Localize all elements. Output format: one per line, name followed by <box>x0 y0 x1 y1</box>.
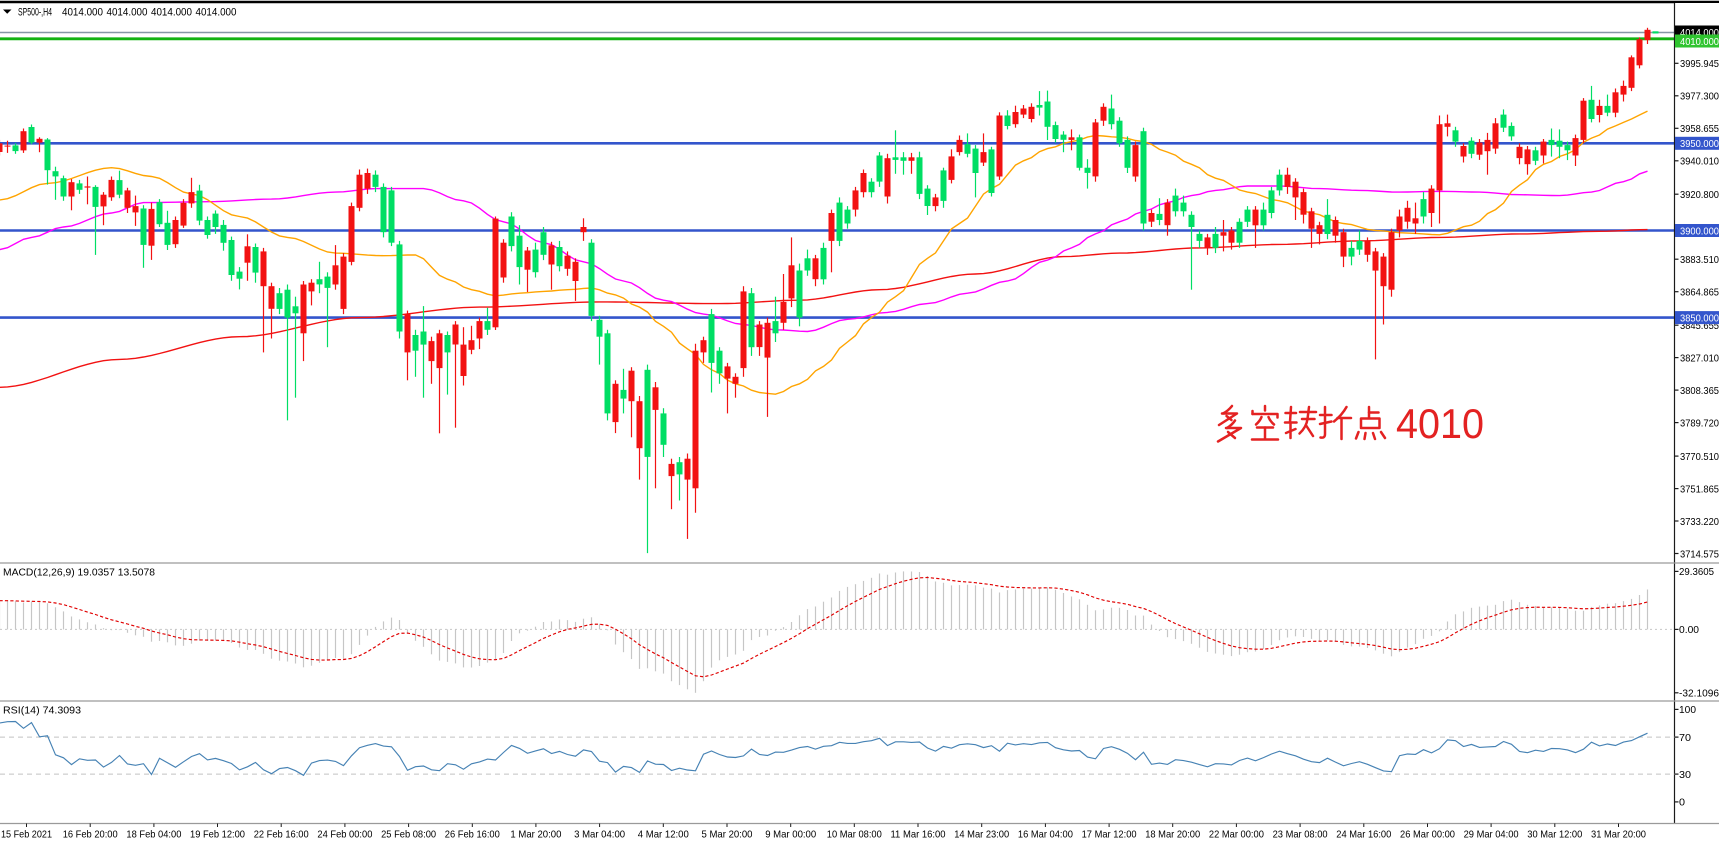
svg-text:3995.945: 3995.945 <box>1680 58 1719 70</box>
svg-text:30: 30 <box>1679 769 1691 781</box>
svg-text:22 Feb 16:00: 22 Feb 16:00 <box>254 829 309 841</box>
svg-text:100: 100 <box>1679 704 1696 716</box>
svg-text:0.00: 0.00 <box>1679 624 1699 636</box>
svg-text:3770.510: 3770.510 <box>1680 451 1719 463</box>
svg-text:3900.000: 3900.000 <box>1680 225 1719 237</box>
svg-text:31 Mar 20:00: 31 Mar 20:00 <box>1591 829 1646 841</box>
svg-text:30 Mar 12:00: 30 Mar 12:00 <box>1527 829 1582 841</box>
svg-text:4014.000: 4014.000 <box>196 7 237 19</box>
svg-text:29 Mar 04:00: 29 Mar 04:00 <box>1464 829 1519 841</box>
svg-text:3751.865: 3751.865 <box>1680 483 1719 495</box>
svg-text:3 Mar 04:00: 3 Mar 04:00 <box>574 829 625 841</box>
svg-text:16 Feb 20:00: 16 Feb 20:00 <box>63 829 118 841</box>
svg-text:3940.010: 3940.010 <box>1680 156 1719 168</box>
svg-text:9 Mar 00:00: 9 Mar 00:00 <box>765 829 816 841</box>
svg-text:3977.300: 3977.300 <box>1680 91 1719 103</box>
svg-text:26 Feb 16:00: 26 Feb 16:00 <box>445 829 500 841</box>
svg-text:25 Feb 08:00: 25 Feb 08:00 <box>381 829 436 841</box>
svg-text:24 Feb 00:00: 24 Feb 00:00 <box>317 829 372 841</box>
svg-text:RSI(14) 74.3093: RSI(14) 74.3093 <box>3 705 81 717</box>
svg-text:70: 70 <box>1679 732 1691 744</box>
svg-text:3883.510: 3883.510 <box>1680 254 1719 266</box>
svg-text:3808.365: 3808.365 <box>1680 385 1719 397</box>
svg-text:15 Feb 2021: 15 Feb 2021 <box>1 829 52 841</box>
svg-text:0: 0 <box>1679 797 1685 809</box>
svg-text:18 Mar 20:00: 18 Mar 20:00 <box>1145 829 1200 841</box>
svg-text:10 Mar 08:00: 10 Mar 08:00 <box>827 829 882 841</box>
svg-text:3864.865: 3864.865 <box>1680 287 1719 299</box>
svg-text:19 Feb 12:00: 19 Feb 12:00 <box>190 829 245 841</box>
svg-text:SP500-,H4: SP500-,H4 <box>18 7 52 19</box>
svg-text:-32.1096: -32.1096 <box>1679 688 1719 700</box>
svg-text:3958.655: 3958.655 <box>1680 123 1719 135</box>
svg-text:17 Mar 12:00: 17 Mar 12:00 <box>1082 829 1137 841</box>
svg-text:23 Mar 08:00: 23 Mar 08:00 <box>1273 829 1328 841</box>
svg-text:3714.575: 3714.575 <box>1680 548 1719 560</box>
svg-text:16 Mar 04:00: 16 Mar 04:00 <box>1018 829 1073 841</box>
svg-text:18 Feb 04:00: 18 Feb 04:00 <box>126 829 181 841</box>
svg-text:MACD(12,26,9) 19.0357 13.5078: MACD(12,26,9) 19.0357 13.5078 <box>3 567 155 579</box>
svg-text:3827.010: 3827.010 <box>1680 352 1719 364</box>
svg-text:29.3605: 29.3605 <box>1679 566 1714 578</box>
svg-text:26 Mar 00:00: 26 Mar 00:00 <box>1400 829 1455 841</box>
svg-text:4010: 4010 <box>1396 400 1484 447</box>
svg-text:3733.220: 3733.220 <box>1680 516 1719 528</box>
svg-text:4010.000: 4010.000 <box>1680 36 1719 48</box>
svg-text:1 Mar 20:00: 1 Mar 20:00 <box>510 829 561 841</box>
svg-text:3789.720: 3789.720 <box>1680 417 1719 429</box>
svg-text:3920.800: 3920.800 <box>1680 189 1719 201</box>
svg-text:4014.000: 4014.000 <box>62 7 103 19</box>
svg-text:4 Mar 12:00: 4 Mar 12:00 <box>638 829 689 841</box>
svg-text:14 Mar 23:00: 14 Mar 23:00 <box>954 829 1009 841</box>
svg-text:22 Mar 00:00: 22 Mar 00:00 <box>1209 829 1264 841</box>
svg-text:4014.000: 4014.000 <box>107 7 148 19</box>
svg-text:4014.000: 4014.000 <box>151 7 192 19</box>
svg-text:3950.000: 3950.000 <box>1680 138 1719 150</box>
svg-text:24 Mar 16:00: 24 Mar 16:00 <box>1336 829 1391 841</box>
svg-text:5 Mar 20:00: 5 Mar 20:00 <box>702 829 753 841</box>
svg-text:11 Mar 16:00: 11 Mar 16:00 <box>891 829 946 841</box>
svg-text:3850.000: 3850.000 <box>1680 312 1719 324</box>
